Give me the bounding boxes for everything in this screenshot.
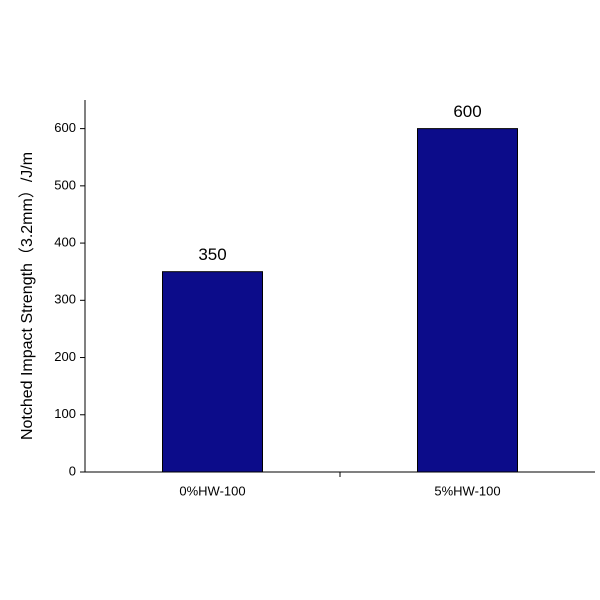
y-tick-label: 400 xyxy=(54,235,76,250)
data-label: 600 xyxy=(453,102,481,121)
y-tick-label: 600 xyxy=(54,120,76,135)
y-tick-label: 100 xyxy=(54,406,76,421)
x-tick-label: 0%HW-100 xyxy=(179,483,245,498)
y-axis-label: Notched Impact Strength（3.2mm）/J/m xyxy=(18,152,36,440)
x-tick-label: 5%HW-100 xyxy=(434,483,500,498)
bar xyxy=(162,271,263,473)
data-label: 350 xyxy=(198,245,226,264)
y-tick-label: 0 xyxy=(69,463,76,478)
y-tick-label: 300 xyxy=(54,292,76,307)
y-tick-label: 200 xyxy=(54,349,76,364)
bar xyxy=(417,128,518,473)
y-tick-label: 500 xyxy=(54,177,76,192)
